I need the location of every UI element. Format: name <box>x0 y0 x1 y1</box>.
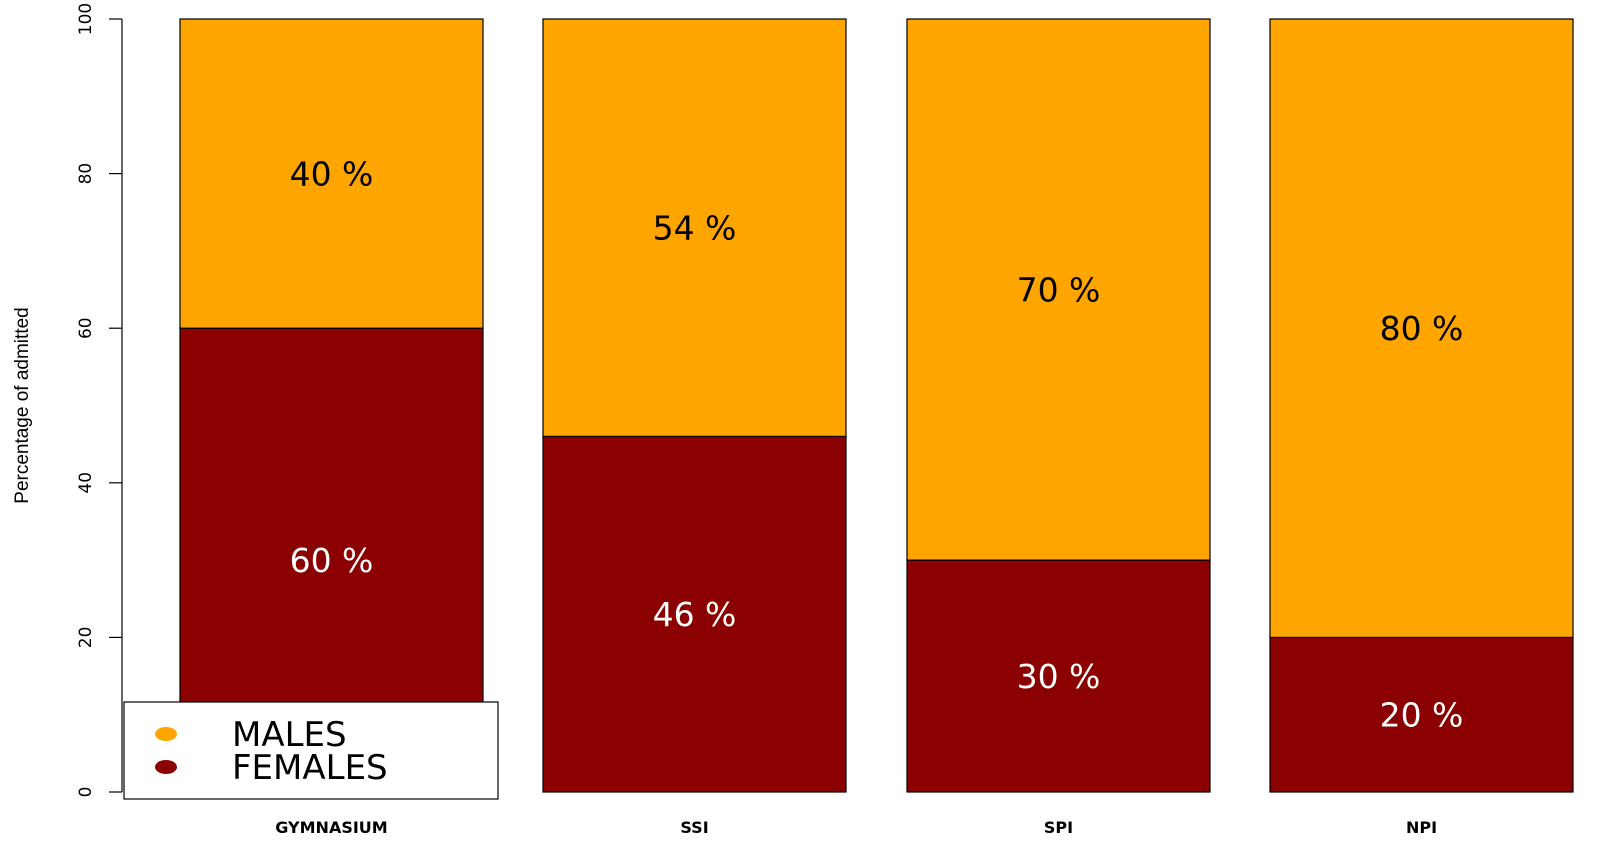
legend-label-males: MALES <box>232 715 347 755</box>
bar-segment-females-ssi <box>542 435 847 793</box>
x-category-label: GYMNASIUM <box>275 818 387 837</box>
data-label: 30 % <box>1017 657 1101 696</box>
data-label: 80 % <box>1380 309 1464 348</box>
y-tick-label: 60 <box>76 317 96 339</box>
x-category-label: SPI <box>1044 818 1073 837</box>
data-label: 40 % <box>290 155 374 194</box>
legend-label-females: FEMALES <box>232 748 388 788</box>
bar-segment-females-spi <box>906 559 1211 793</box>
y-tick-label: 80 <box>76 163 96 185</box>
bar-segment-females-npi <box>1269 636 1574 793</box>
data-label: 70 % <box>1017 271 1101 310</box>
legend-marker-females <box>155 760 177 774</box>
y-axis-label: Percentage of admitted <box>12 307 33 503</box>
y-tick-label: 100 <box>76 3 96 35</box>
bar-segment-males-spi <box>906 18 1211 561</box>
data-label: 54 % <box>653 209 737 248</box>
data-label: 20 % <box>1380 696 1464 735</box>
legend-marker-males <box>155 727 177 741</box>
x-category-label: NPI <box>1406 818 1437 837</box>
bars-group: 60 % 40 % 46 % 54 % 30 % 70 % 20 % 80 % <box>179 18 1574 793</box>
y-tick-label: 0 <box>76 787 96 798</box>
y-tick-label: 40 <box>76 472 96 494</box>
category-labels: GYMNASIUM SSI SPI NPI <box>275 818 1437 837</box>
bar-segment-males-ssi <box>542 18 847 438</box>
data-label: 46 % <box>653 595 737 634</box>
y-axis: 0 20 40 60 80 100 <box>76 3 123 798</box>
bar-segment-males-npi <box>1269 18 1574 639</box>
y-tick-label: 20 <box>76 627 96 649</box>
x-category-label: SSI <box>680 818 708 837</box>
data-label: 60 % <box>290 541 374 580</box>
bar-segment-males-gymnasium <box>179 18 484 329</box>
legend-box <box>123 701 499 800</box>
